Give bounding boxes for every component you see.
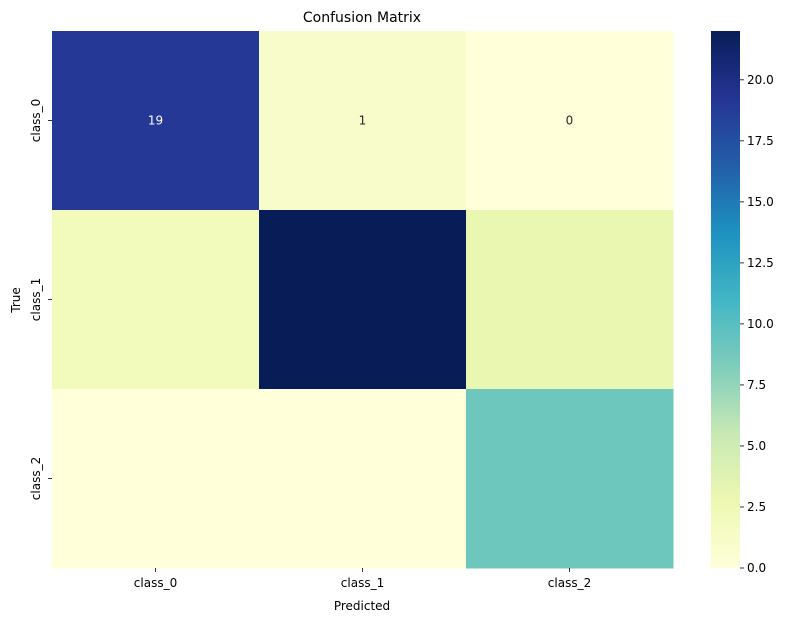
x-tick-label-0: class_0 bbox=[134, 576, 177, 590]
heatmap-cell-2-2 bbox=[466, 389, 674, 569]
x-tick-labels: class_0 class_1 class_2 bbox=[134, 568, 591, 590]
colorbar-tick-label-0: 0.0 bbox=[747, 561, 766, 575]
colorbar: 0.0 2.5 5.0 7.5 10.0 12.5 15.0 17.5 20.0 bbox=[711, 31, 774, 575]
heatmap-cell-1-0 bbox=[52, 210, 260, 390]
y-tick-labels: class_0 class_1 class_2 bbox=[29, 99, 52, 500]
cell-annotation-0-0: 19 bbox=[148, 114, 163, 128]
colorbar-tick-label-2: 5.0 bbox=[747, 439, 766, 453]
y-tick-label-1: class_1 bbox=[29, 278, 43, 321]
x-axis-label: Predicted bbox=[334, 599, 390, 613]
heatmap-cells: 19 1 0 bbox=[52, 31, 674, 569]
colorbar-tick-label-1: 2.5 bbox=[747, 500, 766, 514]
heatmap-cell-0-1 bbox=[259, 31, 467, 211]
cell-annotation-0-2: 0 bbox=[566, 114, 574, 128]
cell-annotation-0-1: 1 bbox=[359, 114, 367, 128]
y-tick-label-0: class_0 bbox=[29, 99, 43, 142]
colorbar-tick-label-8: 20.0 bbox=[747, 73, 774, 87]
colorbar-tick-label-5: 12.5 bbox=[747, 256, 774, 270]
colorbar-tick-label-7: 17.5 bbox=[747, 134, 774, 148]
colorbar-tick-label-3: 7.5 bbox=[747, 378, 766, 392]
y-axis-label: True bbox=[9, 287, 23, 314]
x-tick-label-1: class_1 bbox=[341, 576, 384, 590]
heatmap-cell-0-2 bbox=[466, 31, 674, 211]
x-tick-label-2: class_2 bbox=[548, 576, 591, 590]
colorbar-tick-label-4: 10.0 bbox=[747, 317, 774, 331]
heatmap-cell-2-0 bbox=[52, 389, 260, 569]
heatmap-cell-2-1 bbox=[259, 389, 467, 569]
y-tick-label-2: class_2 bbox=[29, 457, 43, 500]
heatmap-cell-1-1 bbox=[259, 210, 467, 390]
colorbar-tick-label-6: 15.0 bbox=[747, 195, 774, 209]
heatmap-cell-0-0 bbox=[52, 31, 260, 211]
colorbar-gradient bbox=[711, 31, 740, 568]
chart-title: Confusion Matrix bbox=[303, 10, 421, 26]
heatmap-cell-1-2 bbox=[466, 210, 674, 390]
